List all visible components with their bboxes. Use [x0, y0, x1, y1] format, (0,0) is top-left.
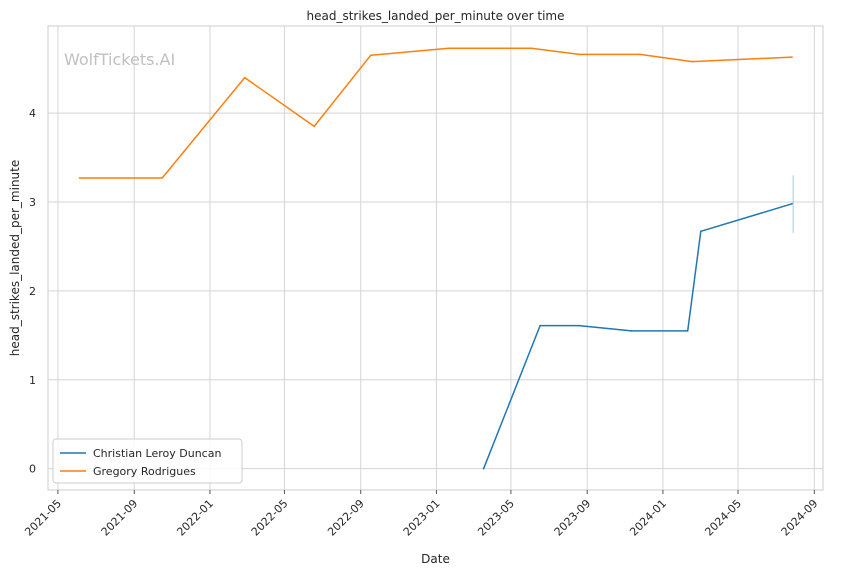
plot-area [47, 25, 824, 491]
x-tick-label-2021-09: 2021-09 [99, 497, 141, 539]
x-tick-label-2022-09: 2022-09 [325, 497, 367, 539]
y-axis-title: head_strikes_landed_per_minute [8, 160, 22, 357]
data-point-gregory-rodrigues-1 [161, 177, 163, 179]
x-axis-title: Date [421, 552, 450, 566]
y-tick-label-4: 4 [29, 107, 36, 120]
data-point-gregory-rodrigues-2 [243, 76, 246, 79]
data-point-christian-leroy-duncan-1 [539, 324, 541, 327]
data-point-christian-leroy-duncan-0 [482, 467, 485, 470]
x-tick-label-2023-05: 2023-05 [475, 497, 517, 539]
data-point-gregory-rodrigues-4 [369, 54, 372, 57]
x-tick-label-2024-05: 2024-05 [702, 497, 744, 539]
legend-label-gregory-rodrigues: Gregory Rodrigues [93, 465, 196, 478]
x-tick-label-2023-09: 2023-09 [552, 497, 594, 539]
x-tick-label-2021-05: 2021-05 [22, 497, 64, 539]
y-tick-label-3: 3 [29, 196, 36, 209]
y-tick-label-1: 1 [29, 374, 36, 387]
data-point-christian-leroy-duncan-2 [578, 324, 580, 327]
x-tick-label-2022-05: 2022-05 [249, 497, 291, 539]
data-point-gregory-rodrigues-7 [578, 53, 580, 56]
data-point-gregory-rodrigues-8 [639, 53, 641, 56]
data-point-gregory-rodrigues-9 [691, 60, 693, 63]
x-tick-label-2022-01: 2022-01 [174, 497, 216, 539]
data-point-gregory-rodrigues-5 [448, 47, 450, 50]
data-point-christian-leroy-duncan-3 [630, 330, 633, 332]
y-tick-label-2: 2 [29, 285, 36, 298]
watermark: WolfTickets.AI [64, 50, 175, 69]
x-tick-label-2023-01: 2023-01 [401, 497, 443, 539]
x-tick-label-2024-09: 2024-09 [779, 497, 821, 539]
data-point-gregory-rodrigues-3 [313, 125, 315, 128]
y-tick-label-0: 0 [29, 463, 36, 476]
chart-title: head_strikes_landed_per_minute over time [306, 9, 564, 23]
data-point-christian-leroy-duncan-5 [699, 230, 702, 233]
data-point-gregory-rodrigues-0 [78, 177, 81, 179]
legend: Christian Leroy Duncan Gregory Rodrigues [52, 438, 243, 484]
data-point-gregory-rodrigues-10 [791, 56, 793, 58]
legend-box [52, 438, 243, 484]
legend-label-christian-leroy-duncan: Christian Leroy Duncan [93, 447, 221, 460]
series-lines [78, 47, 794, 470]
x-tick-label-2024-01: 2024-01 [627, 497, 669, 539]
data-point-christian-leroy-duncan-6 [791, 202, 793, 205]
data-point-gregory-rodrigues-6 [530, 47, 533, 50]
data-point-christian-leroy-duncan-4 [686, 330, 689, 332]
